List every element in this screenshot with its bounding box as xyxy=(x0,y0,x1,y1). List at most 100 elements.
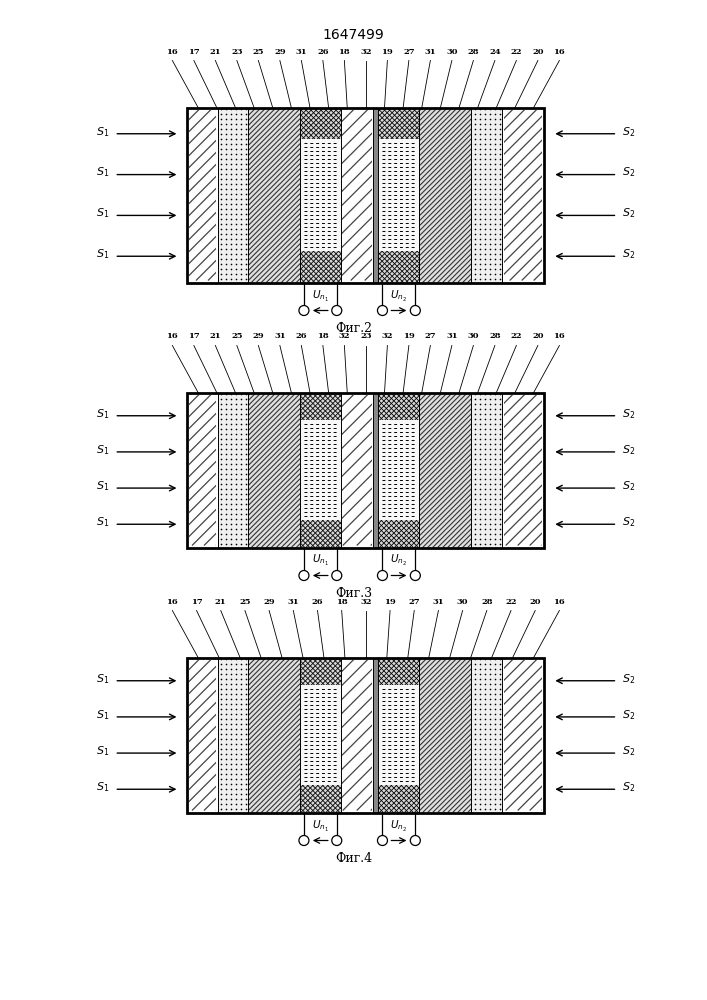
Bar xyxy=(342,109,372,280)
Bar xyxy=(300,107,341,139)
Text: 32: 32 xyxy=(360,597,372,605)
Circle shape xyxy=(378,306,387,316)
Text: 32: 32 xyxy=(339,332,350,340)
Text: $U_{n_2}$: $U_{n_2}$ xyxy=(390,553,407,568)
Bar xyxy=(378,139,419,251)
Bar xyxy=(342,660,372,810)
Bar xyxy=(419,392,471,548)
Text: $S_2$: $S_2$ xyxy=(622,708,636,722)
Text: 16: 16 xyxy=(554,597,566,605)
Bar xyxy=(419,107,471,282)
Text: 30: 30 xyxy=(467,332,479,340)
Bar xyxy=(189,109,216,280)
Bar xyxy=(378,658,419,685)
Bar xyxy=(373,392,378,548)
Bar xyxy=(503,109,542,280)
Circle shape xyxy=(299,570,309,580)
Text: Фиг.2: Фиг.2 xyxy=(335,322,372,335)
Text: $S_2$: $S_2$ xyxy=(622,744,636,758)
Text: $S_1$: $S_1$ xyxy=(96,780,110,794)
Bar xyxy=(378,520,419,548)
Bar xyxy=(248,658,300,812)
Text: $S_1$: $S_1$ xyxy=(96,166,110,179)
Text: 28: 28 xyxy=(467,47,479,55)
Bar xyxy=(218,658,248,812)
Bar xyxy=(302,420,339,520)
Text: $S_1$: $S_1$ xyxy=(96,479,110,493)
Bar xyxy=(187,107,218,282)
Text: $U_{n_1}$: $U_{n_1}$ xyxy=(312,553,329,568)
Bar xyxy=(378,658,419,685)
Bar xyxy=(419,658,471,812)
Text: $S_1$: $S_1$ xyxy=(96,672,110,686)
Text: $S_1$: $S_1$ xyxy=(96,708,110,722)
Bar xyxy=(300,251,341,282)
Text: 17: 17 xyxy=(191,597,202,605)
Bar xyxy=(342,109,372,280)
Bar xyxy=(189,109,216,280)
Bar xyxy=(218,107,248,282)
Text: $S_1$: $S_1$ xyxy=(96,443,110,457)
Bar xyxy=(380,420,417,520)
Text: 16: 16 xyxy=(166,597,178,605)
Text: 26: 26 xyxy=(317,47,329,55)
Circle shape xyxy=(378,570,387,580)
Bar xyxy=(187,392,544,548)
Bar xyxy=(471,107,501,282)
Text: 23: 23 xyxy=(360,332,372,340)
Bar xyxy=(248,392,300,548)
Bar xyxy=(248,107,300,282)
Bar xyxy=(189,394,216,546)
Text: Фиг.4: Фиг.4 xyxy=(335,852,372,865)
Bar xyxy=(187,392,218,548)
Text: $U_{n_1}$: $U_{n_1}$ xyxy=(312,288,329,304)
Bar xyxy=(342,394,372,546)
Bar xyxy=(501,392,544,548)
Text: 31: 31 xyxy=(296,47,307,55)
Text: 31: 31 xyxy=(425,47,436,55)
Bar xyxy=(378,392,419,420)
Bar xyxy=(187,392,544,548)
Text: 16: 16 xyxy=(554,332,566,340)
Text: $U_{n_2}$: $U_{n_2}$ xyxy=(390,288,407,304)
Text: 31: 31 xyxy=(274,332,286,340)
Text: 28: 28 xyxy=(489,332,501,340)
Bar xyxy=(378,785,419,812)
Bar xyxy=(300,107,341,139)
Bar xyxy=(501,107,544,282)
Bar xyxy=(187,658,544,812)
Text: 25: 25 xyxy=(252,47,264,55)
Text: $U_{n_2}$: $U_{n_2}$ xyxy=(390,818,407,834)
Bar xyxy=(300,420,341,520)
Text: 27: 27 xyxy=(409,597,420,605)
Text: 20: 20 xyxy=(530,597,541,605)
Bar xyxy=(300,785,341,812)
Bar xyxy=(341,107,373,282)
Text: $U_{n_1}$: $U_{n_1}$ xyxy=(312,818,329,834)
Bar xyxy=(380,685,417,785)
Text: $S_1$: $S_1$ xyxy=(96,247,110,261)
Bar xyxy=(503,109,542,280)
Bar xyxy=(248,658,300,812)
Text: 29: 29 xyxy=(252,332,264,340)
Text: $S_2$: $S_2$ xyxy=(622,207,636,220)
Text: 27: 27 xyxy=(425,332,436,340)
Bar xyxy=(342,660,372,810)
Bar xyxy=(378,107,419,139)
Text: $S_2$: $S_2$ xyxy=(622,166,636,179)
Circle shape xyxy=(332,836,341,846)
Text: 25: 25 xyxy=(239,597,251,605)
Text: $S_1$: $S_1$ xyxy=(96,407,110,421)
Bar xyxy=(501,658,544,812)
Bar xyxy=(373,658,378,812)
Circle shape xyxy=(378,836,387,846)
Bar xyxy=(503,660,542,810)
Text: 31: 31 xyxy=(288,597,299,605)
Text: $S_2$: $S_2$ xyxy=(622,443,636,457)
Bar xyxy=(302,139,339,251)
Bar xyxy=(189,394,216,546)
Text: 21: 21 xyxy=(209,332,221,340)
Text: 16: 16 xyxy=(166,332,178,340)
Circle shape xyxy=(410,570,421,580)
Text: 18: 18 xyxy=(336,597,348,605)
